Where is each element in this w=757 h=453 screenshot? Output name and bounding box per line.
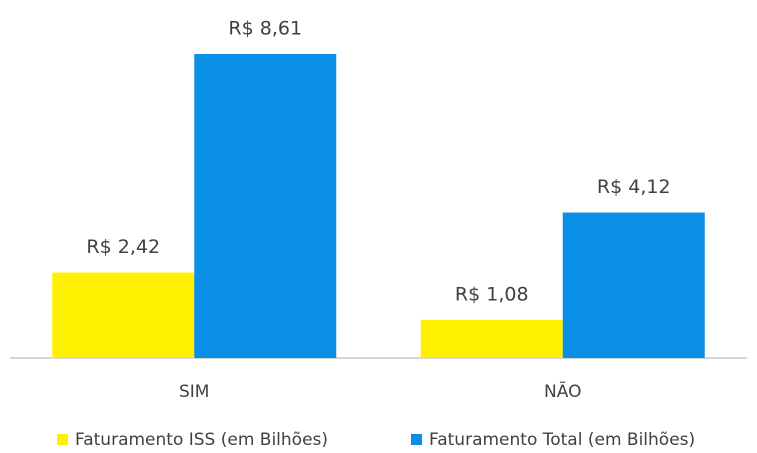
bar [194, 54, 337, 358]
legend-swatch [57, 434, 68, 445]
data-label: R$ 2,42 [86, 236, 160, 258]
legend-label: Faturamento ISS (em Bilhões) [75, 430, 328, 450]
data-label: R$ 8,61 [228, 18, 302, 40]
legend-swatch [411, 434, 422, 445]
x-tick-label: NÃO [544, 380, 581, 402]
x-tick-label: SIM [179, 382, 209, 402]
bar [420, 319, 563, 358]
data-label: R$ 4,12 [597, 176, 671, 198]
data-label: R$ 1,08 [455, 283, 529, 305]
bar [52, 272, 195, 358]
legend-label: Faturamento Total (em Bilhões) [429, 430, 695, 450]
bar [562, 212, 705, 358]
